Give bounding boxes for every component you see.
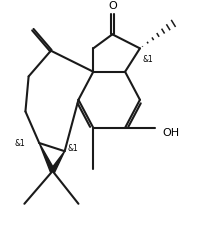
Text: &1: &1 bbox=[142, 55, 153, 64]
Text: O: O bbox=[108, 1, 117, 11]
Text: &1: &1 bbox=[67, 144, 78, 153]
Polygon shape bbox=[39, 143, 55, 172]
Text: &1: &1 bbox=[14, 138, 25, 148]
Text: OH: OH bbox=[163, 128, 180, 138]
Polygon shape bbox=[51, 151, 65, 173]
